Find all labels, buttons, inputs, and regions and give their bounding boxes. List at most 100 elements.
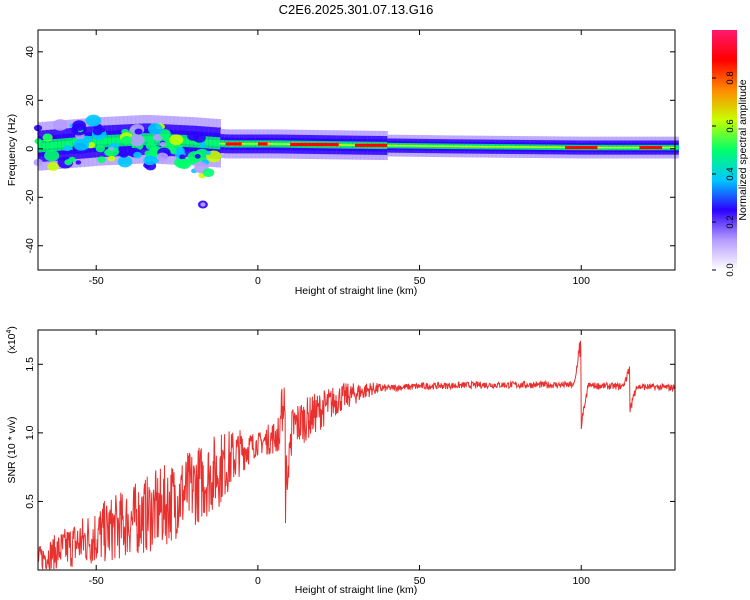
snr-scale-exponent: 4 — [6, 329, 13, 333]
spectrogram-cell — [150, 136, 156, 143]
snr-y-tick-label: 1.0 — [24, 425, 36, 440]
spectrogram-cell — [146, 136, 152, 143]
snr-x-tick-label: 100 — [572, 575, 590, 587]
spectrogram-blob — [108, 146, 115, 151]
spectrogram-x-tick-label: -50 — [89, 275, 104, 287]
spectrogram-blob — [144, 150, 153, 157]
spectrogram-strong-segment — [565, 146, 598, 150]
spectrogram-blob — [118, 150, 129, 158]
colorbar-gradient — [712, 30, 737, 270]
spectrogram-y-tick-label: -20 — [24, 190, 36, 205]
spectrogram-blob — [156, 152, 169, 162]
spectrogram-cell — [115, 137, 121, 144]
spectrogram-cell — [216, 140, 221, 147]
spectrogram-blob — [47, 162, 59, 171]
snr-y-tick-label: 1.5 — [24, 357, 36, 372]
spectrogram-blob — [52, 119, 68, 131]
spectrogram-strong-segment — [257, 142, 268, 146]
spectrogram-blob — [143, 155, 157, 166]
snr-x-tick-label: 50 — [414, 575, 426, 587]
spectrogram-blob — [169, 134, 184, 146]
spectrogram-cell — [674, 146, 679, 149]
spectrogram-blob — [42, 133, 53, 141]
spectrogram-cell — [49, 142, 55, 149]
spectrogram-strong-segment — [225, 142, 242, 146]
spectrogram-cell — [69, 140, 74, 147]
spectrogram-strong-segment — [639, 146, 663, 150]
spectrogram-blob — [202, 168, 215, 178]
spectrogram-strong-segment — [290, 143, 339, 147]
spectrogram-blob — [99, 128, 106, 133]
spectrogram-cell — [166, 137, 171, 144]
spectrogram-cell — [96, 138, 101, 145]
snr-y-tick-label: 0.5 — [24, 494, 36, 509]
spectrogram-blob — [179, 154, 186, 160]
spectrogram-x-tick-label: 0 — [255, 275, 261, 287]
snr-x-ticks: -50 0 50 100 — [89, 330, 590, 587]
spectrogram-blob — [72, 120, 87, 131]
spectrogram-x-ticks: -50 0 50 100 — [89, 30, 590, 287]
spectrogram-blob — [120, 135, 132, 145]
colorbar-ticks: 0.0 0.2 0.4 0.6 0.8 — [712, 71, 736, 277]
spectrogram-blob — [97, 156, 107, 163]
spectrogram-y-tick-label: -40 — [24, 238, 36, 253]
snr-panel: -50 0 50 100 0.5 1.0 1.5 Height of straight l… — [6, 326, 676, 596]
spectrogram-y-ticks: -40 -20 0 20 40 — [24, 46, 675, 253]
snr-scale-label: (x104) — [6, 326, 18, 354]
spectrogram-cell — [107, 138, 113, 144]
colorbar-tick-label: 0.2 — [725, 215, 736, 228]
colorbar-label: Normalized spectral amplitude — [737, 79, 749, 220]
spectrogram-cell — [162, 137, 167, 143]
spectrogram-frame — [37, 29, 676, 271]
snr-x-tick-label: -50 — [89, 575, 104, 587]
spectrogram-cell — [41, 143, 47, 149]
spectrogram-cell — [111, 137, 117, 144]
spectrogram-cell — [53, 142, 59, 148]
spectrogram-y-label: Frequency (Hz) — [6, 114, 18, 186]
spectrogram-blob — [107, 155, 116, 162]
spectrogram-blob — [44, 149, 60, 162]
spectrogram-y-tick-label: 40 — [24, 46, 36, 58]
spectrogram-blob — [95, 145, 105, 153]
spectrogram-blob — [134, 128, 143, 135]
spectrogram-blob — [64, 159, 73, 166]
spectrogram-strong-segment — [354, 143, 388, 147]
snr-series-line — [38, 340, 675, 570]
spectrogram-blob — [177, 158, 192, 170]
spectrogram-blob — [193, 133, 206, 143]
spectrogram-heatmap — [33, 114, 679, 209]
spectrogram-cell — [189, 138, 194, 145]
spectrogram-cell — [204, 139, 210, 146]
spectrogram-blob — [198, 142, 207, 148]
spectrogram-blob — [189, 158, 198, 165]
spectrogram-x-tick-label: 50 — [414, 275, 426, 287]
spectrogram-cell — [103, 138, 109, 145]
snr-x-tick-label: 0 — [255, 575, 261, 587]
spectrogram-y-tick-label: 0 — [24, 146, 36, 152]
snr-y-ticks: 0.5 1.0 1.5 — [24, 357, 675, 509]
spectrogram-blob — [200, 202, 206, 207]
spectrogram-cell — [200, 139, 206, 146]
spectrogram-cell — [38, 143, 43, 150]
spectrogram-blob — [194, 154, 201, 159]
spectrogram-cell — [57, 141, 62, 148]
chart-title: C2E6.2025.301.07.13.G16 — [279, 2, 434, 17]
spectrogram-blob — [133, 151, 142, 159]
spectrogram-cell — [65, 141, 70, 148]
spectrogram-cell — [181, 138, 187, 144]
spectrogram-cell — [45, 142, 51, 149]
snr-x-label: Height of straight line (km) — [295, 584, 418, 596]
snr-y-label: SNR (10 * v/v) — [6, 416, 18, 483]
spectrogram-blob — [159, 129, 171, 138]
spectrogram-blob — [147, 123, 163, 135]
spectrogram-cell — [185, 138, 190, 145]
spectrogram-blob — [85, 114, 102, 127]
spectrogram-panel: -50 0 50 100 -40 -20 0 20 40 Height of straight… — [6, 29, 679, 297]
spectrogram-blob — [63, 144, 72, 152]
spectrogram-x-label: Height of straight line (km) — [295, 285, 418, 297]
spectrogram-blob — [75, 160, 82, 165]
snr-frame — [37, 329, 676, 571]
colorbar: 0.0 0.2 0.4 0.6 0.8 Normalized spectral ampl… — [712, 30, 749, 277]
spectrogram-blob — [129, 134, 145, 147]
